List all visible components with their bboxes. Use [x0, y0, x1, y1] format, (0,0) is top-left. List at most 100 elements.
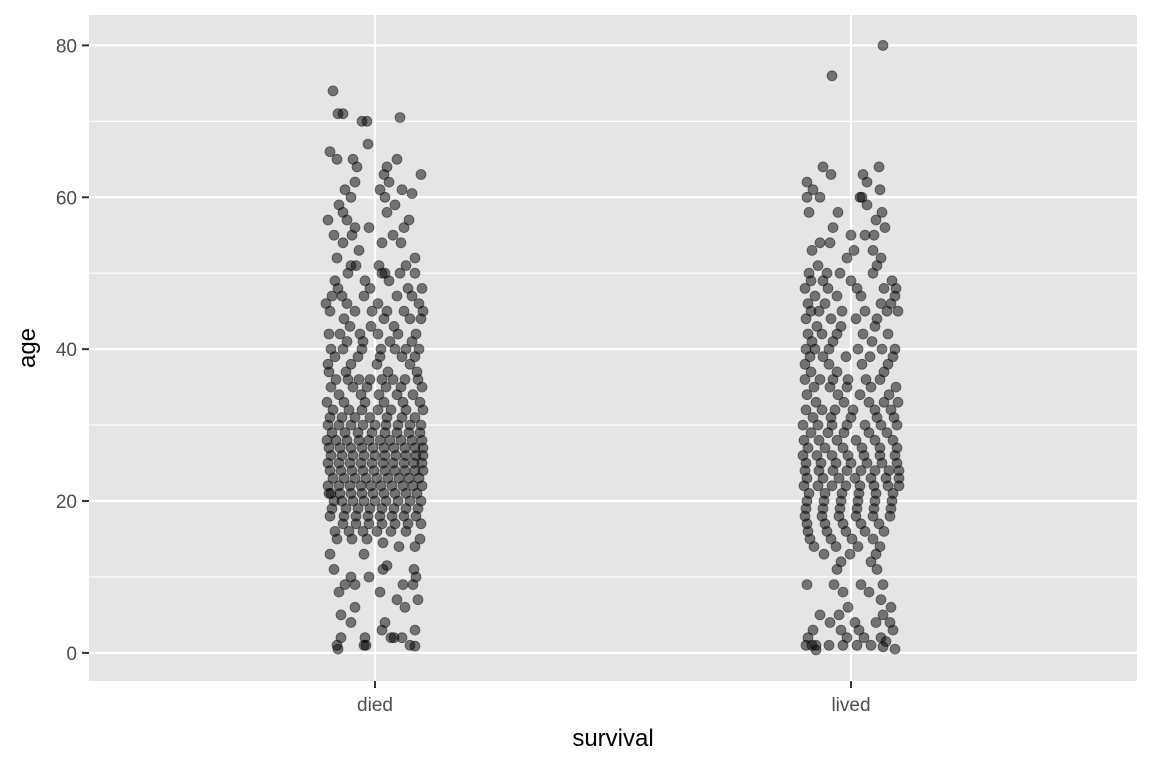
plot-panel	[89, 15, 1137, 681]
data-point-lived	[881, 305, 893, 317]
data-point-died	[336, 290, 348, 302]
data-point-lived	[825, 533, 837, 545]
data-point-died	[376, 624, 388, 636]
data-point-lived	[801, 176, 813, 188]
data-point-died	[328, 229, 340, 241]
data-point-lived	[887, 624, 899, 636]
data-point-died	[409, 267, 421, 279]
data-point-lived	[877, 641, 889, 653]
data-point-lived	[808, 381, 820, 393]
data-point-died	[322, 214, 334, 226]
x-axis: died lived	[357, 681, 871, 716]
data-point-died	[374, 586, 386, 598]
y-axis-title: age	[14, 328, 41, 368]
data-point-lived	[833, 472, 845, 484]
data-point-died	[392, 328, 404, 340]
data-point-lived	[865, 639, 877, 651]
data-point-died	[404, 313, 416, 325]
data-point-died	[409, 624, 421, 636]
data-point-died	[376, 237, 388, 249]
data-point-died	[338, 313, 350, 325]
data-point-lived	[811, 320, 823, 332]
data-point-died	[369, 495, 381, 507]
data-point-died	[356, 115, 368, 127]
data-point-died	[360, 472, 372, 484]
data-point-died	[407, 389, 419, 401]
data-point-lived	[814, 609, 826, 621]
data-point-died	[383, 176, 395, 188]
data-point-died	[393, 541, 405, 552]
data-point-lived	[835, 624, 847, 636]
data-point-lived	[868, 229, 880, 241]
data-point-lived	[841, 465, 853, 477]
data-point-died	[383, 275, 395, 287]
data-point-lived	[854, 389, 866, 401]
data-point-lived	[807, 624, 819, 636]
data-point-lived	[823, 639, 835, 651]
data-point-died	[400, 260, 412, 272]
data-point-lived	[876, 343, 888, 355]
x-tick-label: lived	[831, 695, 870, 716]
data-point-died	[321, 396, 333, 408]
data-point-died	[395, 237, 407, 249]
data-point-lived	[890, 381, 902, 393]
data-point-lived	[861, 457, 873, 469]
data-point-lived	[876, 206, 888, 218]
data-point-died	[328, 564, 340, 575]
data-point-lived	[800, 404, 812, 416]
data-point-lived	[826, 480, 838, 492]
data-point-lived	[812, 260, 824, 272]
data-point-died	[339, 579, 351, 590]
data-point-lived	[799, 282, 811, 294]
data-point-lived	[883, 389, 895, 401]
data-point-died	[378, 313, 390, 325]
y-tick-label: 20	[56, 492, 77, 513]
data-point-lived	[825, 313, 837, 325]
data-point-lived	[889, 643, 901, 655]
data-point-died	[396, 351, 408, 363]
data-point-died	[333, 419, 345, 431]
data-point-died	[324, 510, 336, 522]
data-point-died	[372, 404, 384, 416]
data-point-lived	[863, 586, 875, 598]
data-point-died	[361, 381, 373, 393]
data-point-lived	[828, 579, 840, 590]
data-point-lived	[869, 434, 881, 446]
data-point-lived	[837, 442, 849, 454]
data-point-died	[346, 229, 358, 241]
data-point-lived	[806, 244, 818, 256]
data-point-lived	[809, 290, 821, 302]
data-point-lived	[878, 396, 890, 408]
data-point-lived	[824, 237, 836, 249]
data-point-lived	[801, 191, 813, 203]
data-point-lived	[813, 305, 825, 317]
data-point-died	[359, 275, 371, 287]
data-point-lived	[855, 579, 867, 590]
data-point-lived	[797, 419, 809, 431]
data-point-lived	[850, 313, 862, 325]
data-point-died	[349, 305, 361, 317]
data-point-lived	[892, 305, 904, 317]
data-point-lived	[892, 396, 904, 408]
data-point-lived	[801, 579, 813, 590]
data-point-lived	[837, 639, 849, 651]
data-point-died	[350, 260, 362, 272]
data-point-lived	[869, 320, 881, 332]
data-point-lived	[838, 396, 850, 408]
data-point-lived	[804, 351, 816, 363]
data-point-died	[379, 191, 391, 203]
data-point-lived	[807, 412, 819, 423]
data-point-died	[364, 282, 376, 294]
data-point-died	[409, 252, 421, 264]
data-point-lived	[837, 586, 849, 598]
data-point-died	[358, 495, 370, 507]
data-point-lived	[857, 328, 869, 340]
data-point-died	[345, 419, 357, 431]
data-point-died	[345, 617, 357, 628]
data-point-lived	[840, 526, 852, 537]
data-point-lived	[840, 351, 852, 363]
data-point-died	[394, 267, 406, 279]
data-point-lived	[855, 465, 867, 477]
data-point-lived	[882, 480, 894, 492]
data-point-died	[343, 404, 355, 416]
